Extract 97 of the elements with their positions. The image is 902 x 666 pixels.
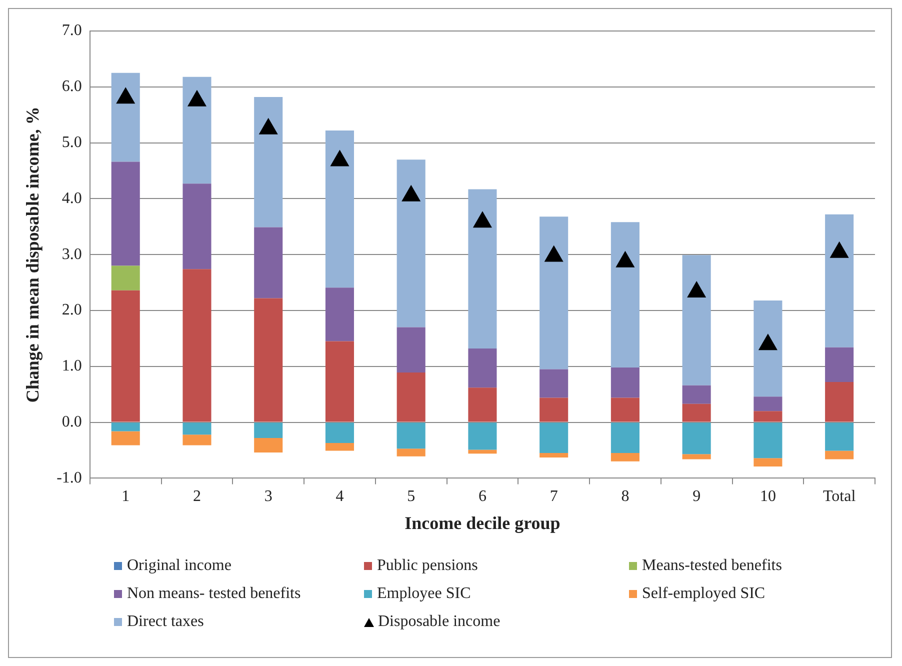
bar	[682, 385, 711, 404]
bar	[396, 327, 426, 373]
bar	[682, 422, 711, 454]
x-axis-title: Income decile group	[404, 512, 560, 533]
bar	[396, 160, 426, 328]
bar	[182, 269, 212, 422]
x-tick-label: 1	[122, 488, 130, 506]
bar	[468, 388, 497, 422]
legend-label: Employee SIC	[377, 585, 471, 603]
bar	[254, 96, 283, 228]
y-tick-label: -1.0	[56, 469, 82, 486]
bar	[396, 372, 426, 422]
bar	[468, 450, 497, 454]
bar	[111, 422, 140, 432]
point	[116, 88, 135, 104]
bar	[182, 434, 212, 446]
bar	[254, 298, 283, 422]
point	[473, 212, 492, 228]
bar	[540, 398, 568, 422]
x-tick-label: 3	[264, 488, 272, 506]
bar	[825, 422, 854, 451]
bar	[540, 453, 568, 458]
bar	[610, 222, 640, 368]
bar	[540, 216, 568, 370]
bar	[825, 214, 854, 348]
x-tick-label: Total	[822, 488, 856, 506]
bar	[396, 422, 426, 449]
x-tick-label: 2	[192, 488, 201, 506]
y-axis-title: Change in mean disposable income, %	[22, 106, 42, 403]
legend-label: Direct taxes	[127, 613, 204, 631]
point	[687, 282, 706, 298]
point	[259, 118, 278, 134]
bar	[111, 72, 140, 162]
point	[758, 334, 778, 350]
bar	[325, 288, 354, 342]
bar	[182, 422, 212, 435]
bar	[111, 431, 140, 446]
bar	[754, 422, 782, 458]
bar	[825, 450, 854, 460]
legend-label: Original income	[127, 557, 232, 575]
bar	[754, 458, 782, 466]
bar	[182, 76, 212, 184]
bar	[754, 411, 782, 422]
point	[402, 185, 420, 202]
bar	[610, 398, 640, 422]
x-tick-label: 4	[336, 488, 344, 506]
x-tick-label: 8	[621, 488, 630, 506]
x-tick-label: 6	[478, 488, 486, 506]
bar	[468, 189, 497, 349]
point	[616, 251, 634, 268]
legend-label: Non means- tested benefits	[127, 585, 301, 603]
x-tick-label: 10	[760, 488, 776, 506]
legend-label: Public pensions	[377, 557, 478, 575]
bar	[540, 422, 568, 454]
bar	[396, 448, 426, 456]
bar	[325, 442, 354, 451]
x-tick-label: 5	[407, 488, 416, 506]
bar	[682, 255, 711, 386]
bar	[182, 184, 212, 270]
bar	[610, 368, 640, 398]
y-tick-label: 3.0	[62, 246, 82, 263]
bar	[468, 422, 497, 450]
x-tick-label: 9	[692, 488, 701, 506]
legend-label: Disposable income	[378, 613, 500, 631]
bar	[540, 369, 568, 398]
bar	[325, 341, 354, 422]
bar	[111, 290, 140, 422]
bar	[111, 162, 140, 266]
point	[188, 90, 206, 106]
point	[330, 150, 349, 166]
y-tick-label: 0.0	[62, 414, 82, 431]
bar	[254, 227, 283, 298]
bar	[754, 396, 782, 412]
bar	[825, 382, 854, 422]
y-tick-label: 2.0	[62, 302, 82, 319]
y-tick-label: 1.0	[62, 358, 82, 375]
point	[544, 246, 563, 262]
bar	[682, 454, 711, 460]
bar	[325, 130, 354, 288]
y-tick-label: 6.0	[62, 78, 82, 96]
bar	[610, 453, 640, 462]
bar	[610, 422, 640, 454]
bar	[682, 404, 711, 422]
y-tick-label: 4.0	[62, 190, 82, 207]
legend-label: Self-employed SIC	[642, 585, 766, 603]
bar	[111, 266, 140, 290]
bar	[254, 422, 283, 438]
y-tick-label: 7.0	[62, 22, 82, 40]
bar	[468, 348, 497, 388]
y-tick-label: 5.0	[62, 134, 82, 152]
bar	[754, 300, 782, 397]
bar	[325, 422, 354, 443]
point	[830, 242, 848, 258]
bar	[825, 347, 854, 382]
bar	[254, 438, 283, 452]
x-tick-label: 7	[550, 488, 558, 506]
legend-label: Means-tested benefits	[642, 557, 782, 575]
